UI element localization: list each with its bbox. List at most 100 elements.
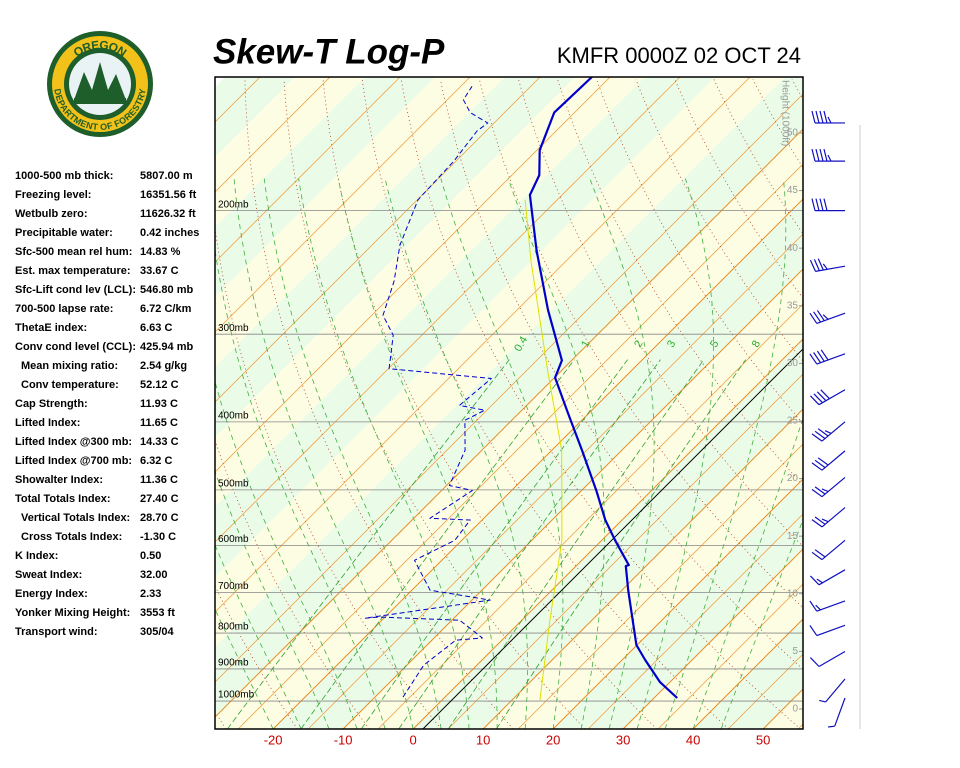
moist-adiabat: [636, 178, 714, 729]
moist-adiabat: [215, 470, 330, 729]
band: [215, 77, 803, 718]
dry-adiabat: [518, 79, 803, 548]
wind-barb: [809, 569, 846, 586]
isotherm-minor: [657, 583, 803, 729]
y-tick-label: 800mb: [218, 622, 249, 633]
index-value: 27.40 C: [140, 493, 179, 505]
dry-adiabat: [635, 79, 803, 362]
index-value: 11.36 C: [140, 474, 178, 486]
index-label: Sweat Index:: [15, 569, 82, 581]
isotherm-minor: [215, 77, 331, 193]
isotherm: [272, 198, 803, 729]
index-value: 3553 ft: [140, 607, 175, 619]
mixing-ratio-line: [300, 359, 575, 729]
y2-tick-label: 30: [787, 358, 799, 369]
index-label: Precipitable water:: [15, 227, 113, 239]
mixing-ratio-label: 8: [750, 338, 763, 349]
index-label: Est. max temperature:: [15, 265, 131, 277]
x-tick-label: 30: [616, 732, 630, 747]
y2-tick-label: 20: [787, 473, 799, 484]
wind-barb: [809, 258, 846, 272]
wind-barb: [811, 507, 846, 528]
dry-adiabat: [479, 79, 803, 609]
index-value: 52.12 C: [140, 379, 179, 391]
mixing-ratio-label: 5: [708, 338, 721, 349]
moist-adiabat: [215, 247, 386, 729]
parcel-line: [524, 199, 563, 701]
index-label: Total Totals Index:: [15, 493, 111, 505]
index-value: 2.33: [140, 588, 161, 600]
isotherm-minor: [215, 93, 803, 683]
wind-barb: [811, 110, 846, 124]
isotherm: [215, 128, 803, 718]
isotherm-minor: [517, 443, 803, 729]
reference-line: [422, 348, 803, 729]
wind-barb: [809, 310, 846, 324]
x-tick-label: 10: [476, 732, 490, 747]
x-tick-label: 50: [756, 732, 770, 747]
isotherm-minor: [215, 77, 401, 263]
isotherm: [482, 408, 803, 729]
y2-tick-label: 5: [792, 646, 798, 657]
isotherm-minor: [447, 373, 803, 729]
mixing-ratio-line: [496, 359, 747, 729]
isotherm-minor: [377, 303, 803, 729]
isotherm-minor: [938, 77, 960, 729]
index-label: Freezing level:: [15, 189, 91, 201]
index-value: 33.67 C: [140, 265, 179, 277]
mixing-ratio-label: 3: [665, 338, 678, 349]
wind-barb: [811, 421, 846, 442]
wind-barb: [811, 198, 846, 212]
chart-subtitle: KMFR 0000Z 02 OCT 24: [557, 43, 801, 68]
y2-axis-label: Height (1000ft): [779, 80, 790, 146]
y2-tick-label: 45: [787, 185, 799, 196]
dry-adiabat: [870, 79, 960, 729]
y-tick-label: 400mb: [218, 410, 249, 421]
index-label: ThetaE index:: [15, 322, 87, 334]
isotherm-minor: [868, 77, 960, 729]
index-label: Mean mixing ratio:: [21, 360, 118, 372]
isotherm: [342, 268, 803, 729]
dry-adiabat: [361, 79, 729, 729]
isotherm-minor: [215, 77, 541, 403]
temperature-line: [528, 77, 678, 699]
index-value: 425.94 mb: [140, 341, 193, 353]
logo: OREGON DEPARTMENT OF FORESTRY: [47, 31, 153, 137]
index-value: 6.32 C: [140, 455, 172, 467]
index-value: 0.50: [140, 550, 161, 562]
index-label: Transport wind:: [15, 626, 98, 638]
y2-tick-label: 0: [792, 704, 798, 715]
y-tick-label: 900mb: [218, 658, 249, 669]
index-label: Lifted Index @300 mb:: [15, 436, 132, 448]
index-label: Lifted Index @700 mb:: [15, 455, 132, 467]
wind-barb: [809, 389, 846, 406]
band: [903, 77, 960, 729]
side: 1000-500 mb thick: 5807.00 m Freezing leve…: [15, 80, 846, 728]
index-label: Conv temperature:: [21, 379, 119, 391]
isotherm-minor: [215, 77, 681, 543]
index-label: Yonker Mixing Height:: [15, 607, 130, 619]
x-axis: -30 -20 -10 0 10 20 30 40 50: [194, 732, 771, 747]
wind-barb: [811, 476, 846, 498]
index-value: 546.80 mb: [140, 284, 193, 296]
index-value: 6.63 C: [140, 322, 172, 334]
index-value: 305/04: [140, 626, 175, 638]
y-tick-label: 300mb: [218, 323, 249, 334]
moist-adiabat: [440, 178, 564, 729]
x-tick-label: -30: [194, 732, 213, 747]
y2-tick-label: 40: [787, 243, 799, 254]
moist-adiabat: [692, 417, 803, 729]
mixing-ratio-line: [360, 359, 628, 729]
isotherm-minor: [215, 77, 471, 333]
index-value: 32.00: [140, 569, 168, 581]
isotherm-minor: [215, 77, 751, 613]
index-value: 11.65 C: [140, 417, 178, 429]
index-label: 700-500 lapse rate:: [15, 303, 113, 315]
wind-barb: [811, 539, 846, 561]
plot-background: [215, 77, 960, 729]
mixing-ratio-line: [447, 359, 705, 729]
band: [215, 129, 803, 729]
y-tick-label: 500mb: [218, 478, 249, 489]
index-label: Vertical Totals Index:: [21, 512, 130, 524]
index-label: Energy Index:: [15, 588, 88, 600]
